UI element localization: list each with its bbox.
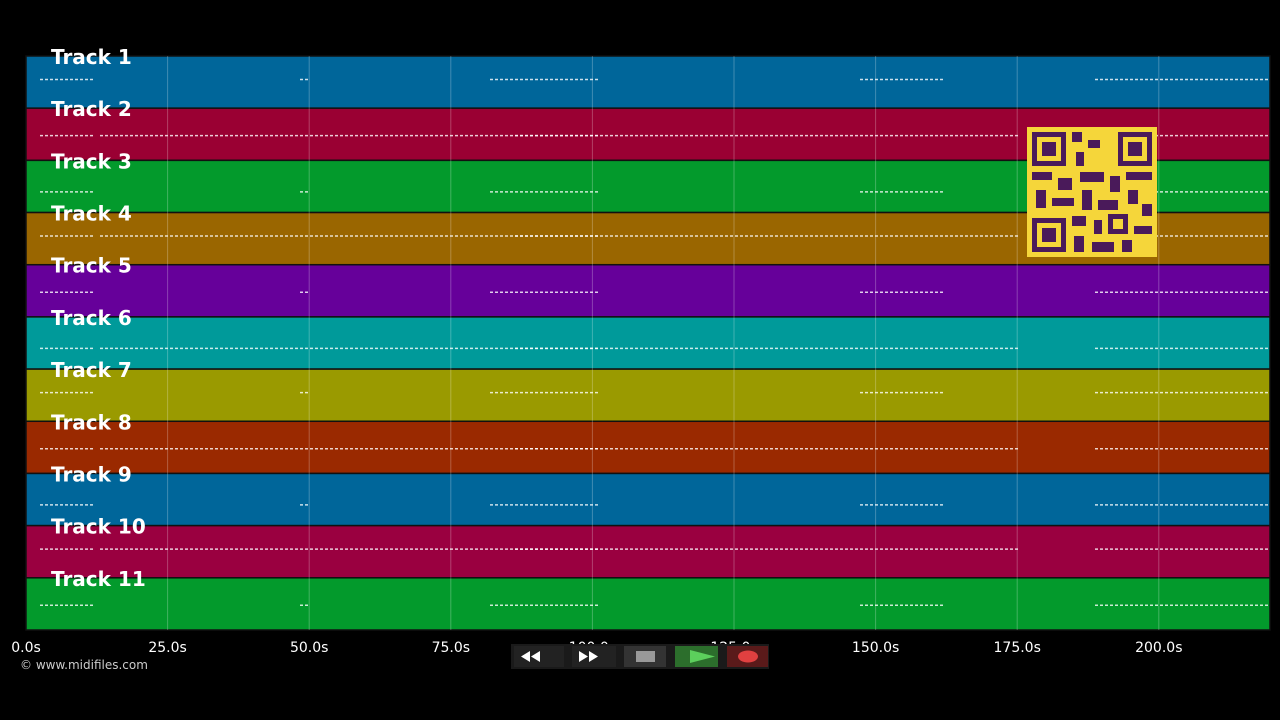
track-label: Track 2 [51, 97, 132, 121]
track-lane [25, 316, 1271, 370]
track-label: Track 6 [51, 306, 132, 330]
time-tick-label: 0.0s [11, 640, 41, 656]
rewind-button[interactable] [514, 646, 564, 667]
track-lane [25, 263, 1271, 318]
notes [40, 78, 1268, 607]
track-label: Track 11 [51, 567, 146, 591]
qr-code [1027, 127, 1157, 257]
time-tick-label: 200.0s [1135, 640, 1182, 656]
track-label: Track 10 [51, 515, 146, 539]
time-tick-label: 150.0s [852, 640, 899, 656]
track-label: Track 7 [51, 358, 132, 382]
track-label: Track 5 [51, 254, 132, 278]
track-lane [25, 368, 1271, 423]
transport-controls [511, 644, 769, 669]
play-button[interactable] [675, 646, 718, 667]
time-tick-label: 175.0s [994, 640, 1041, 656]
track-lane [25, 472, 1271, 527]
time-tick-label: 25.0s [148, 640, 186, 656]
track-label: Track 1 [51, 45, 132, 69]
track-lane [25, 524, 1271, 579]
track-lane [25, 55, 1271, 109]
credit: © www.midifiles.com [20, 658, 148, 672]
record-button[interactable] [727, 646, 768, 667]
track-label: Track 3 [51, 149, 132, 173]
time-tick-label: 75.0s [432, 640, 470, 656]
track-lane [25, 577, 1271, 631]
time-tick-label: 50.0s [290, 640, 328, 656]
stop-button[interactable] [624, 646, 666, 667]
track-label: Track 4 [51, 202, 132, 226]
fast-forward-button[interactable] [572, 646, 616, 667]
track-label: Track 9 [51, 462, 132, 486]
grid [167, 56, 1160, 630]
track-label: Track 8 [51, 410, 132, 434]
track-labels: Track 1 Track 2 Track 3 Track 4 Track 5 Track… [51, 45, 146, 591]
track-lane [25, 420, 1271, 475]
